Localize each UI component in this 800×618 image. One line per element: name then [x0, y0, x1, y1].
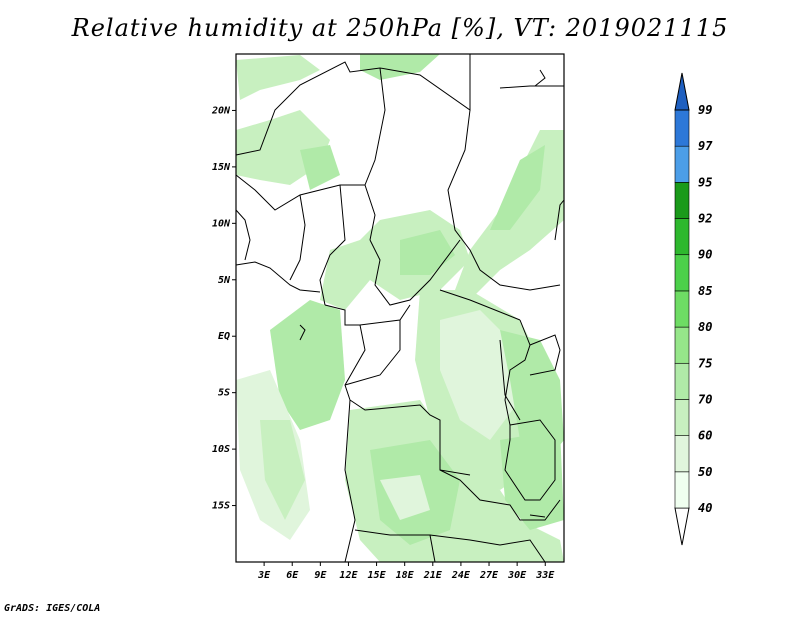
- lat-label: 15N: [212, 162, 231, 173]
- lon-label: 21E: [423, 570, 443, 581]
- lat-label: 10S: [212, 444, 230, 455]
- colorbar-label: 75: [698, 356, 712, 370]
- lon-label: 18E: [396, 570, 415, 581]
- plot-frame: [235, 53, 565, 563]
- lat-label: 15S: [212, 501, 230, 512]
- lat-label: 20N: [211, 105, 231, 116]
- map-title: Relative humidity at 250hPa [%], VT: 201…: [71, 14, 729, 42]
- colorbar-label: 95: [698, 175, 712, 189]
- latitude-axis: 20N 15N 10N 5N EQ 5S 10S 15S: [211, 105, 236, 512]
- colorbar-low-triangle: [674, 507, 690, 546]
- colorbar-segment: [674, 290, 690, 328]
- lat-label: 10N: [212, 218, 231, 229]
- lon-label: 3E: [257, 570, 271, 581]
- colorbar-segment: [674, 218, 690, 256]
- colorbar-label: 70: [698, 392, 712, 406]
- colorbar-high-triangle: [674, 72, 690, 111]
- colorbar: 40 50 60 70 75 80 85 90 92 95 97 99: [674, 72, 713, 546]
- colorbar-label: 40: [698, 501, 712, 515]
- lon-label: 24E: [451, 570, 471, 581]
- colorbar-segment: [674, 399, 690, 436]
- colorbar-label: 60: [698, 429, 712, 443]
- colorbar-label: 85: [698, 284, 712, 298]
- colorbar-label: 90: [698, 248, 712, 262]
- colorbar-segment: [674, 362, 690, 400]
- lat-label: EQ: [218, 331, 230, 342]
- colorbar-segment: [674, 435, 690, 473]
- lon-label: 15E: [368, 570, 387, 581]
- lat-label: 5S: [218, 388, 230, 399]
- colorbar-segment: [674, 326, 690, 364]
- lat-label: 5N: [218, 275, 231, 286]
- lon-label: 9E: [314, 570, 327, 581]
- colorbar-segment: [674, 109, 690, 147]
- colorbar-segment: [674, 254, 690, 292]
- lon-label: 12E: [339, 570, 358, 581]
- colorbar-label: 50: [698, 465, 712, 479]
- humidity-shading: [236, 54, 564, 562]
- longitude-axis: 3E 6E 9E 12E 15E 18E 21E 24E 27E 30E 33E: [257, 562, 555, 581]
- lon-label: 30E: [507, 570, 527, 581]
- grads-credit: GrADS: IGES/COLA: [4, 603, 101, 614]
- colorbar-label: 97: [698, 139, 713, 153]
- colorbar-segment: [674, 145, 690, 183]
- colorbar-segment: [674, 182, 690, 219]
- lon-label: 27E: [479, 570, 499, 581]
- colorbar-label: 99: [698, 103, 712, 117]
- lon-label: 6E: [286, 570, 299, 581]
- country-borders: [235, 54, 565, 563]
- colorbar-label: 92: [698, 212, 712, 226]
- colorbar-segment: [674, 471, 690, 509]
- colorbar-label: 80: [698, 320, 712, 334]
- lon-label: 33E: [535, 570, 555, 581]
